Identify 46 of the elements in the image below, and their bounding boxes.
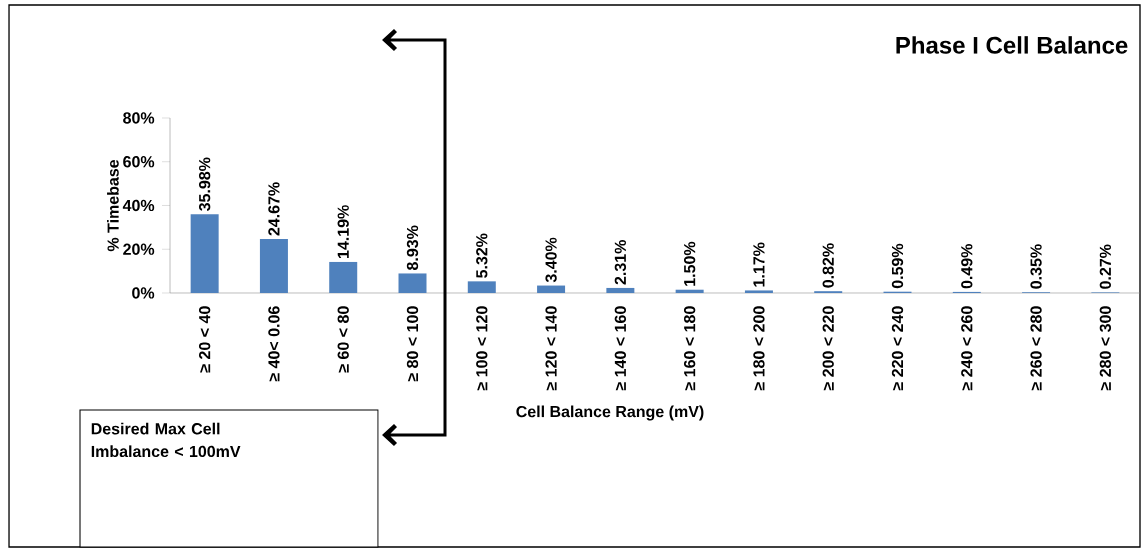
- data-label: 0.27%: [1099, 244, 1112, 289]
- bar: [398, 273, 427, 293]
- data-label: 14.19%: [337, 205, 349, 259]
- chart-title: Phase I Cell Balance: [896, 36, 1128, 54]
- data-label: 0.35%: [1030, 244, 1042, 289]
- data-label: 24.67%: [268, 182, 280, 236]
- y-tick-label: 20%: [123, 243, 155, 255]
- x-tick-label: ≥ 120 < 140: [545, 306, 557, 391]
- x-tick-label: ≥ 100 < 120: [476, 306, 488, 391]
- y-tick-label: 80%: [123, 112, 155, 124]
- bar: [259, 239, 288, 293]
- x-tick-label: ≥ 220 < 240: [891, 306, 904, 391]
- y-tick-label: 60%: [123, 156, 155, 168]
- x-axis-title: Cell Balance Range (mV): [516, 405, 704, 421]
- bar: [744, 290, 773, 293]
- y-tick-label: 0%: [132, 287, 155, 299]
- x-tick-label: ≥ 260 < 280: [1030, 306, 1042, 391]
- x-tick-label: ≥ 160 < 180: [683, 306, 696, 391]
- data-label: 1.50%: [683, 241, 696, 286]
- data-label: 2.31%: [614, 240, 627, 285]
- x-tick-label: ≥ 80 < 100: [406, 306, 419, 382]
- data-label: 0.82%: [822, 243, 834, 288]
- bar: [329, 261, 358, 293]
- x-tick-label: ≥ 140 < 160: [614, 306, 627, 391]
- bar: [675, 289, 704, 293]
- bar: [467, 281, 496, 293]
- data-label: 0.59%: [891, 243, 904, 289]
- x-tick-label: ≥ 280 < 300: [1099, 306, 1112, 391]
- bar: [190, 214, 219, 293]
- data-label: 3.40%: [545, 237, 557, 283]
- x-tick-label: ≥ 20 < 40: [198, 306, 211, 373]
- data-label: 1.17%: [753, 242, 765, 287]
- text: Desired Max Cell Imbalance < 100mV: [91, 422, 241, 458]
- data-label: 5.32%: [476, 233, 488, 278]
- bar: [606, 287, 635, 293]
- x-tick-label: ≥ 180 < 200: [753, 306, 765, 391]
- x-tick-label: ≥ 200 < 220: [822, 306, 834, 391]
- y-tick-label: 40%: [122, 199, 155, 212]
- data-label: 0.49%: [961, 244, 973, 289]
- data-label: 35.98%: [198, 157, 211, 211]
- y-axis-title: % Timebase: [107, 159, 119, 252]
- bar: [537, 285, 566, 293]
- x-tick-label: ≥ 240 < 260: [961, 306, 973, 391]
- x-tick-label: ≥ 40< 0.06: [268, 306, 280, 382]
- data-label: 8.93%: [406, 225, 419, 271]
- x-tick-label: ≥ 60 < 80: [337, 306, 349, 373]
